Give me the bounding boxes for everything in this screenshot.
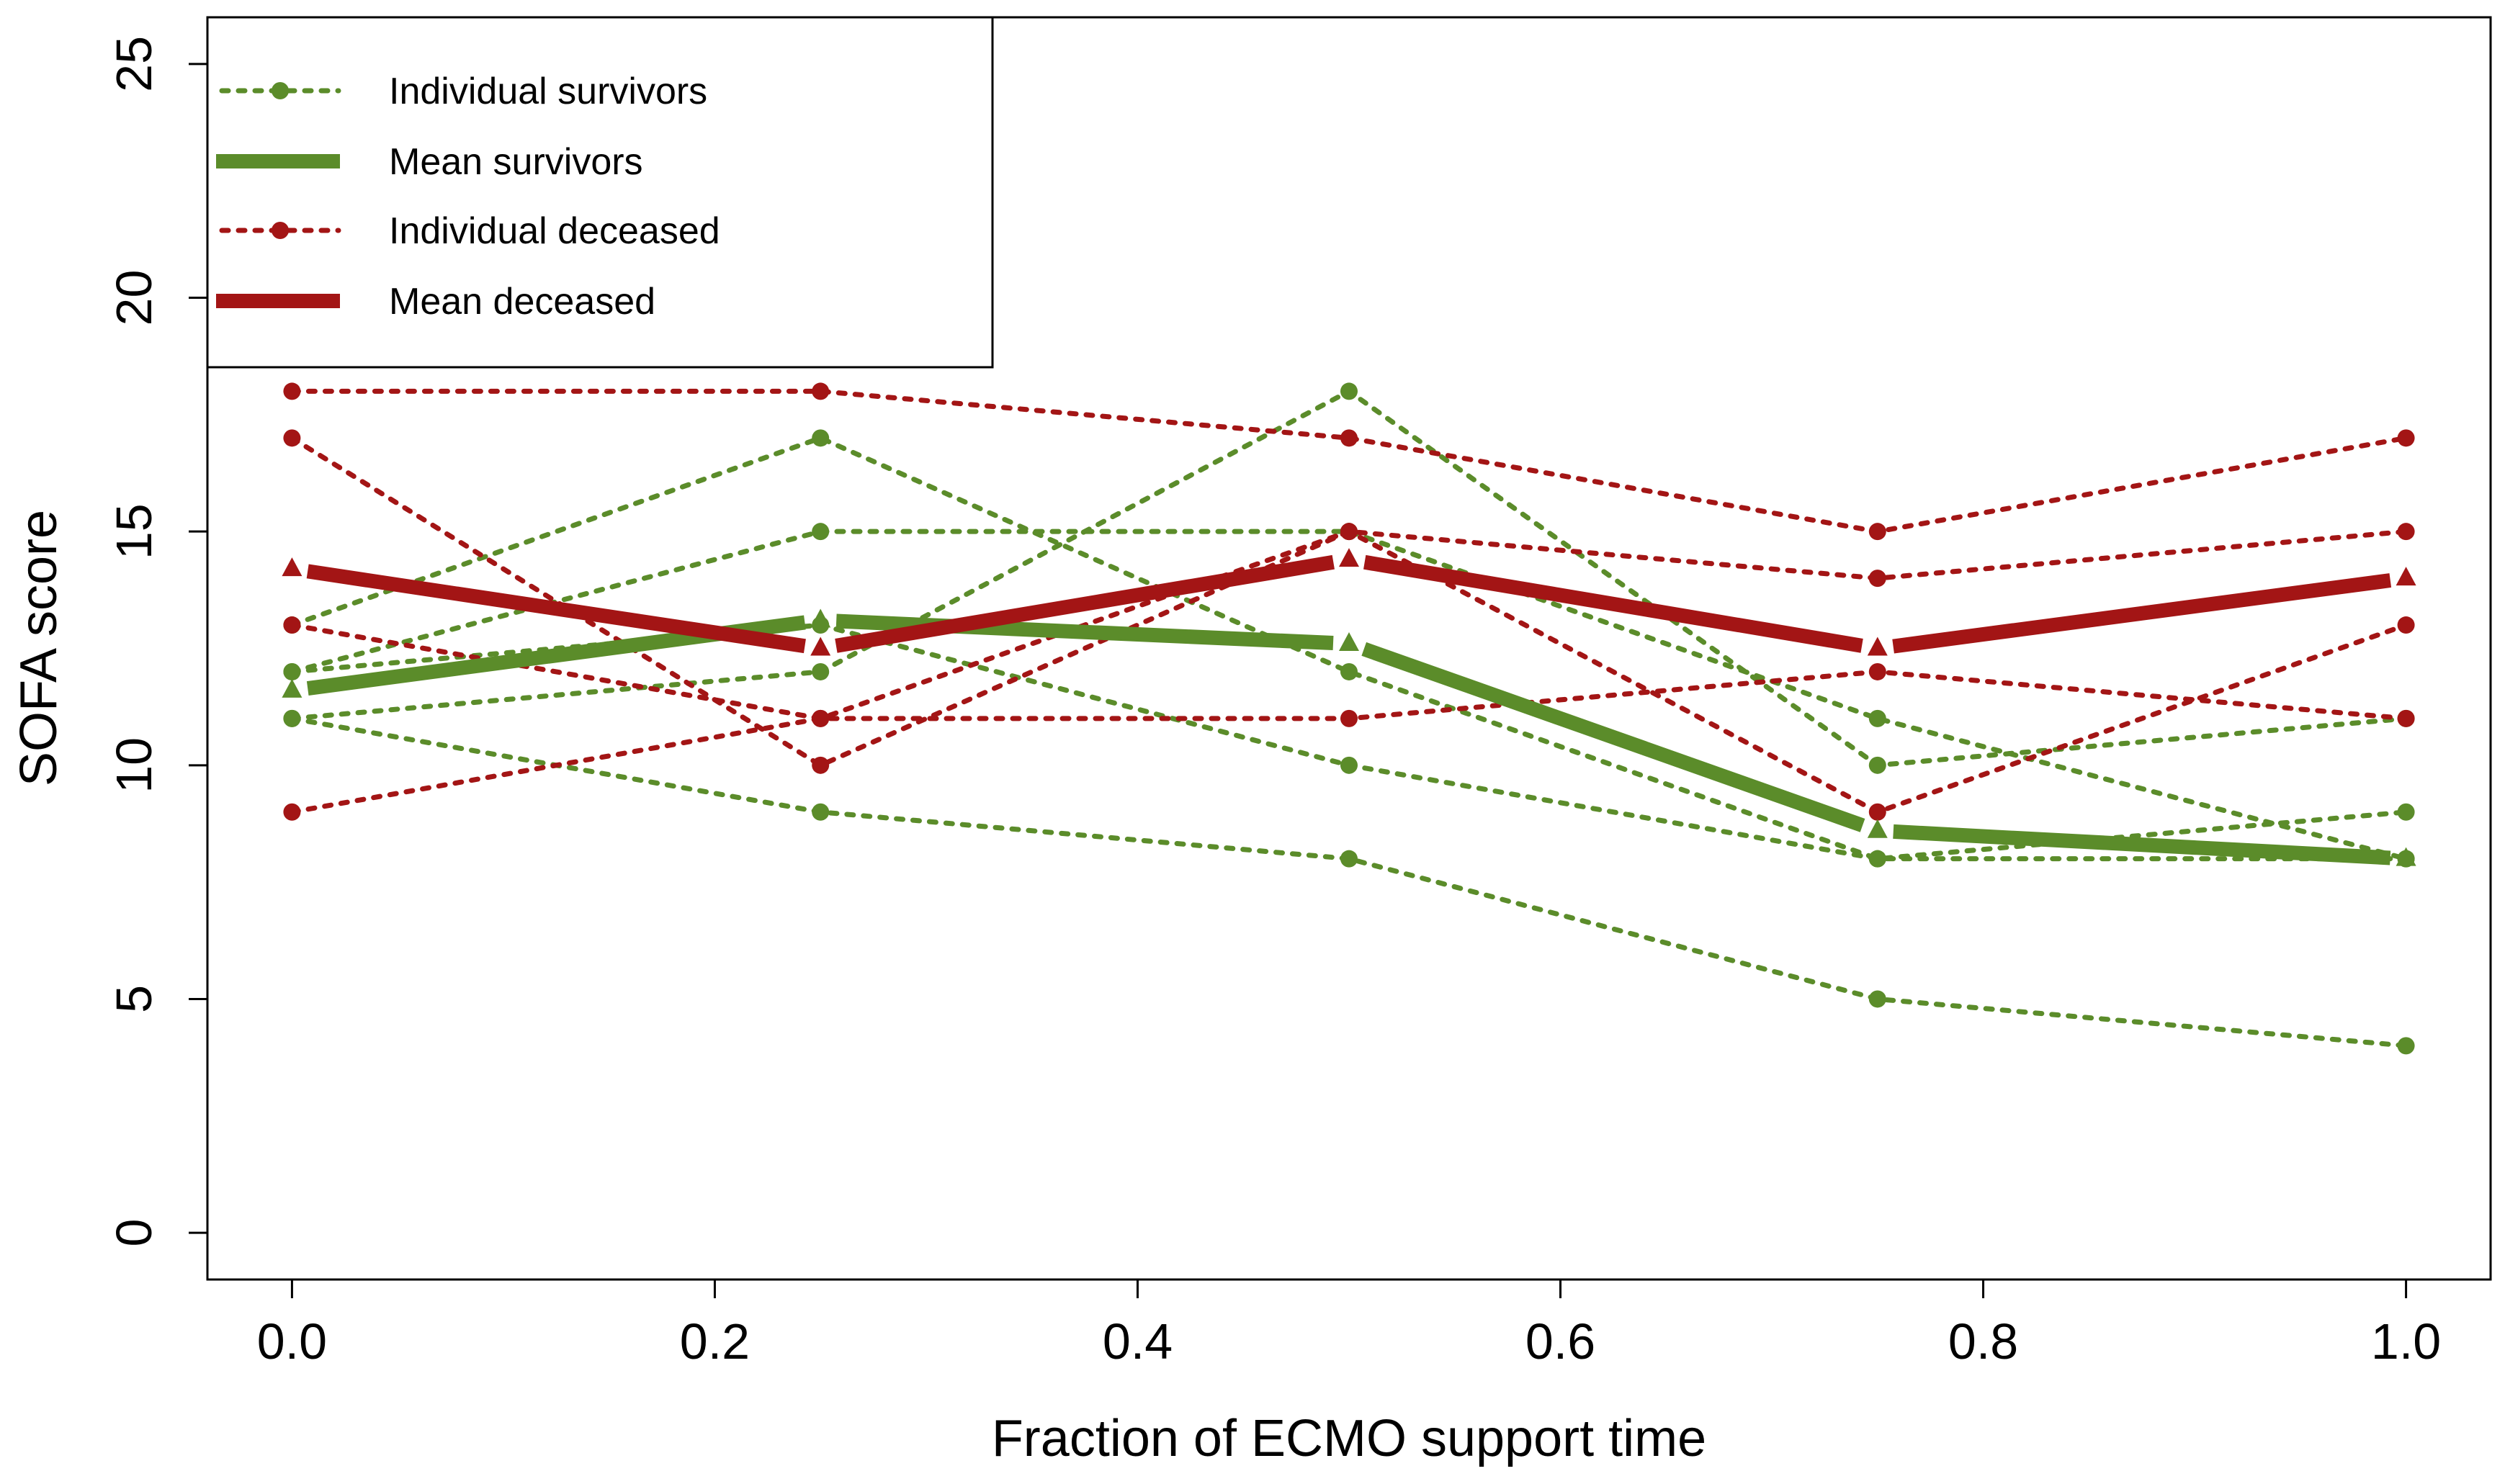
x-axis-title: Fraction of ECMO support time [992, 1410, 1706, 1467]
deceased-point [1868, 662, 1886, 680]
deceased-point [2397, 523, 2415, 541]
survivor-point [1868, 756, 1886, 774]
legend-items: Individual survivors Mean survivors Indivi… [216, 71, 720, 323]
y-tick-label: 5 [106, 985, 162, 1013]
mean-survivors-marker [1867, 819, 1888, 838]
legend-swatch-point [272, 82, 289, 99]
mean-survivors-marker [1339, 632, 1359, 652]
mean-deceased-marker [2396, 567, 2416, 586]
legend: Individual survivors Mean survivors Indivi… [206, 16, 994, 369]
mean-deceased-segment [1892, 573, 2392, 654]
legend-swatch-point [272, 222, 289, 239]
y-tick-label: 15 [106, 503, 162, 559]
deceased-point [2397, 709, 2415, 727]
survivor-point [283, 709, 301, 727]
deceased-point [1868, 803, 1886, 821]
series-layer [282, 382, 2416, 1055]
survivor-point [1340, 662, 1358, 680]
y-axis-title: SOFA score [10, 510, 68, 786]
mean-survivors-segment [1893, 824, 2391, 865]
survivor-point [1340, 850, 1358, 868]
legend-label: Mean survivors [389, 141, 643, 183]
survivor-point [1868, 709, 1886, 727]
x-tick-label: 0.2 [680, 1313, 750, 1370]
y-tick-label: 25 [106, 36, 162, 92]
survivor-point [2397, 1037, 2415, 1055]
mean-deceased-marker [1339, 548, 1359, 567]
mean-deceased-marker [810, 637, 831, 656]
y-tick-label: 10 [106, 737, 162, 793]
x-tick-label: 0.6 [1525, 1313, 1595, 1370]
deceased-point [1340, 709, 1358, 727]
mean-survivors-marker [810, 608, 831, 628]
y-tick-label: 0 [106, 1219, 162, 1247]
legend-label: Mean deceased [389, 281, 655, 323]
mean-deceased-marker [1867, 637, 1888, 656]
deceased-point [283, 616, 301, 634]
deceased-point [283, 803, 301, 821]
survivor-point [812, 523, 830, 541]
deceased-point [283, 382, 301, 400]
survivor-point [283, 662, 301, 680]
plot-frame [206, 16, 2492, 1281]
x-tick-label: 0.0 [257, 1313, 327, 1370]
legend-label: Individual deceased [389, 210, 720, 252]
deceased-point [812, 709, 830, 727]
survivor-point [812, 662, 830, 680]
mean-deceased-marker [282, 557, 303, 577]
x-tick-label: 0.8 [1948, 1313, 2018, 1370]
mean-survivors-segment [1361, 642, 1865, 832]
mean-deceased-segment [1363, 554, 1863, 653]
survivor-point [1868, 990, 1886, 1008]
axes-layer: 0.0 0.2 0.4 0.6 0.8 1.0 0 5 10 15 20 25 [106, 36, 2441, 1370]
deceased-point [283, 429, 301, 447]
survivor-point [812, 429, 830, 447]
y-tick-label: 20 [106, 270, 162, 326]
mean-deceased-segment [835, 554, 1335, 653]
survivor-point [812, 803, 830, 821]
mean-survivors-marker [282, 678, 303, 698]
survivor-point [2397, 803, 2415, 821]
deceased-point [812, 382, 830, 400]
deceased-point [1868, 523, 1886, 541]
x-tick-label: 0.4 [1103, 1313, 1173, 1370]
deceased-point [1340, 523, 1358, 541]
survivor-point [1340, 382, 1358, 400]
survivor-point [1340, 756, 1358, 774]
deceased-point [2397, 616, 2415, 634]
survivor-point [1868, 850, 1886, 868]
mean-survivors-marker [2396, 847, 2416, 866]
deceased-point [1868, 570, 1886, 588]
legend-label: Individual survivors [389, 71, 707, 112]
deceased-point [1340, 429, 1358, 447]
deceased-point [812, 756, 830, 774]
deceased-point [2397, 429, 2415, 447]
mean-deceased-segment [306, 564, 806, 654]
legend-box [206, 16, 994, 369]
x-tick-label: 1.0 [2371, 1313, 2441, 1370]
